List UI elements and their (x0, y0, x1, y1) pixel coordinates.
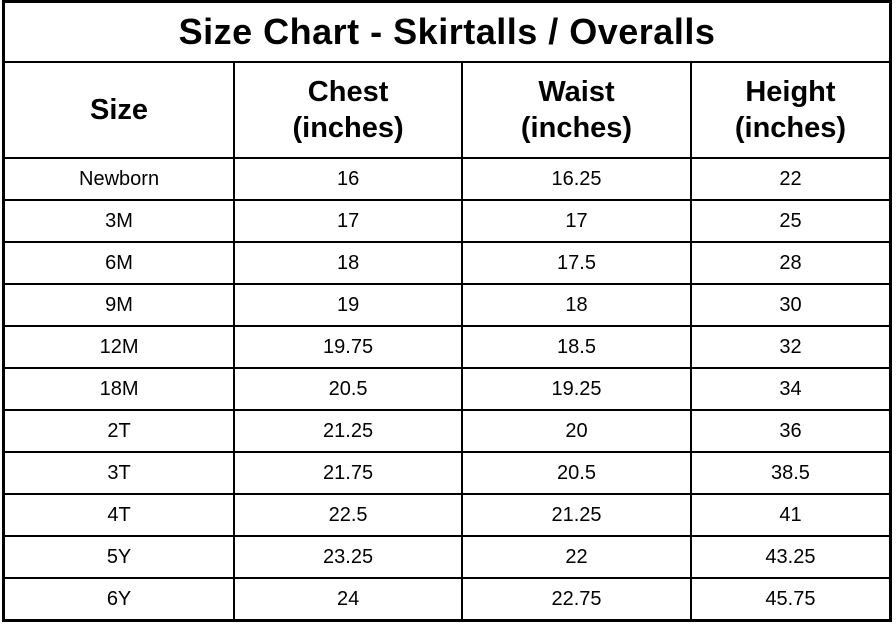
table-row-6m: 6M 18 17.5 28 (2, 241, 892, 285)
chest-cell: 19 (233, 283, 464, 327)
waist-cell: 18 (461, 283, 692, 327)
height-cell: 25 (689, 199, 892, 243)
chest-cell: 21.75 (233, 451, 464, 495)
table-row-newborn: Newborn 16 16.25 22 (2, 157, 892, 201)
height-cell: 45.75 (689, 577, 892, 622)
size-cell: 2T (2, 409, 236, 453)
waist-cell: 16.25 (461, 157, 692, 201)
height-cell: 32 (689, 325, 892, 369)
header-label: Height (745, 75, 836, 108)
size-cell: 18M (2, 367, 236, 411)
table-row-3m: 3M 17 17 25 (2, 199, 892, 243)
waist-cell: 22 (461, 535, 692, 579)
size-cell: 5Y (2, 535, 236, 579)
header-label: Chest (307, 75, 389, 108)
height-cell: 28 (689, 241, 892, 285)
header-label: Size (90, 93, 149, 126)
waist-cell: 17.5 (461, 241, 692, 285)
height-cell: 30 (689, 283, 892, 327)
waist-cell: 20 (461, 409, 692, 453)
size-cell: 4T (2, 493, 236, 537)
chest-cell: 23.25 (233, 535, 464, 579)
chest-cell: 17 (233, 199, 464, 243)
size-cell: 6Y (2, 577, 236, 622)
waist-cell: 20.5 (461, 451, 692, 495)
header-unit: (inches) (520, 112, 633, 144)
height-cell: 41 (689, 493, 892, 537)
column-header-chest: Chest (inches) (233, 61, 464, 159)
size-cell: 9M (2, 283, 236, 327)
height-cell: 38.5 (689, 451, 892, 495)
height-cell: 43.25 (689, 535, 892, 579)
column-header-height: Height (inches) (689, 61, 892, 159)
chart-title: Size Chart - Skirtalls / Overalls (2, 0, 892, 63)
waist-cell: 22.75 (461, 577, 692, 622)
table-row-12m: 12M 19.75 18.5 32 (2, 325, 892, 369)
header-unit: (inches) (292, 112, 404, 144)
table-row-9m: 9M 19 18 30 (2, 283, 892, 327)
waist-cell: 21.25 (461, 493, 692, 537)
table-row-2t: 2T 21.25 20 36 (2, 409, 892, 453)
table-row-4t: 4T 22.5 21.25 41 (2, 493, 892, 537)
chest-cell: 22.5 (233, 493, 464, 537)
height-cell: 34 (689, 367, 892, 411)
chest-cell: 19.75 (233, 325, 464, 369)
header-label: Waist (538, 75, 615, 108)
size-cell: 3M (2, 199, 236, 243)
table-row-6y: 6Y 24 22.75 45.75 (2, 577, 892, 622)
chest-cell: 21.25 (233, 409, 464, 453)
waist-cell: 19.25 (461, 367, 692, 411)
chest-cell: 18 (233, 241, 464, 285)
size-cell: 12M (2, 325, 236, 369)
chest-cell: 20.5 (233, 367, 464, 411)
height-cell: 22 (689, 157, 892, 201)
waist-cell: 18.5 (461, 325, 692, 369)
column-header-size: Size (2, 61, 236, 159)
size-cell: Newborn (2, 157, 236, 201)
chest-cell: 16 (233, 157, 464, 201)
size-cell: 3T (2, 451, 236, 495)
height-cell: 36 (689, 409, 892, 453)
waist-cell: 17 (461, 199, 692, 243)
chart-title-row: Size Chart - Skirtalls / Overalls (2, 0, 892, 63)
size-cell: 6M (2, 241, 236, 285)
table-row-5y: 5Y 23.25 22 43.25 (2, 535, 892, 579)
chest-cell: 24 (233, 577, 464, 622)
table-row-3t: 3T 21.75 20.5 38.5 (2, 451, 892, 495)
header-unit: (inches) (734, 112, 847, 144)
table-row-18m: 18M 20.5 19.25 34 (2, 367, 892, 411)
header-row: Size Chest (inches) Waist (inches) Heigh… (2, 61, 892, 159)
column-header-waist: Waist (inches) (461, 61, 692, 159)
